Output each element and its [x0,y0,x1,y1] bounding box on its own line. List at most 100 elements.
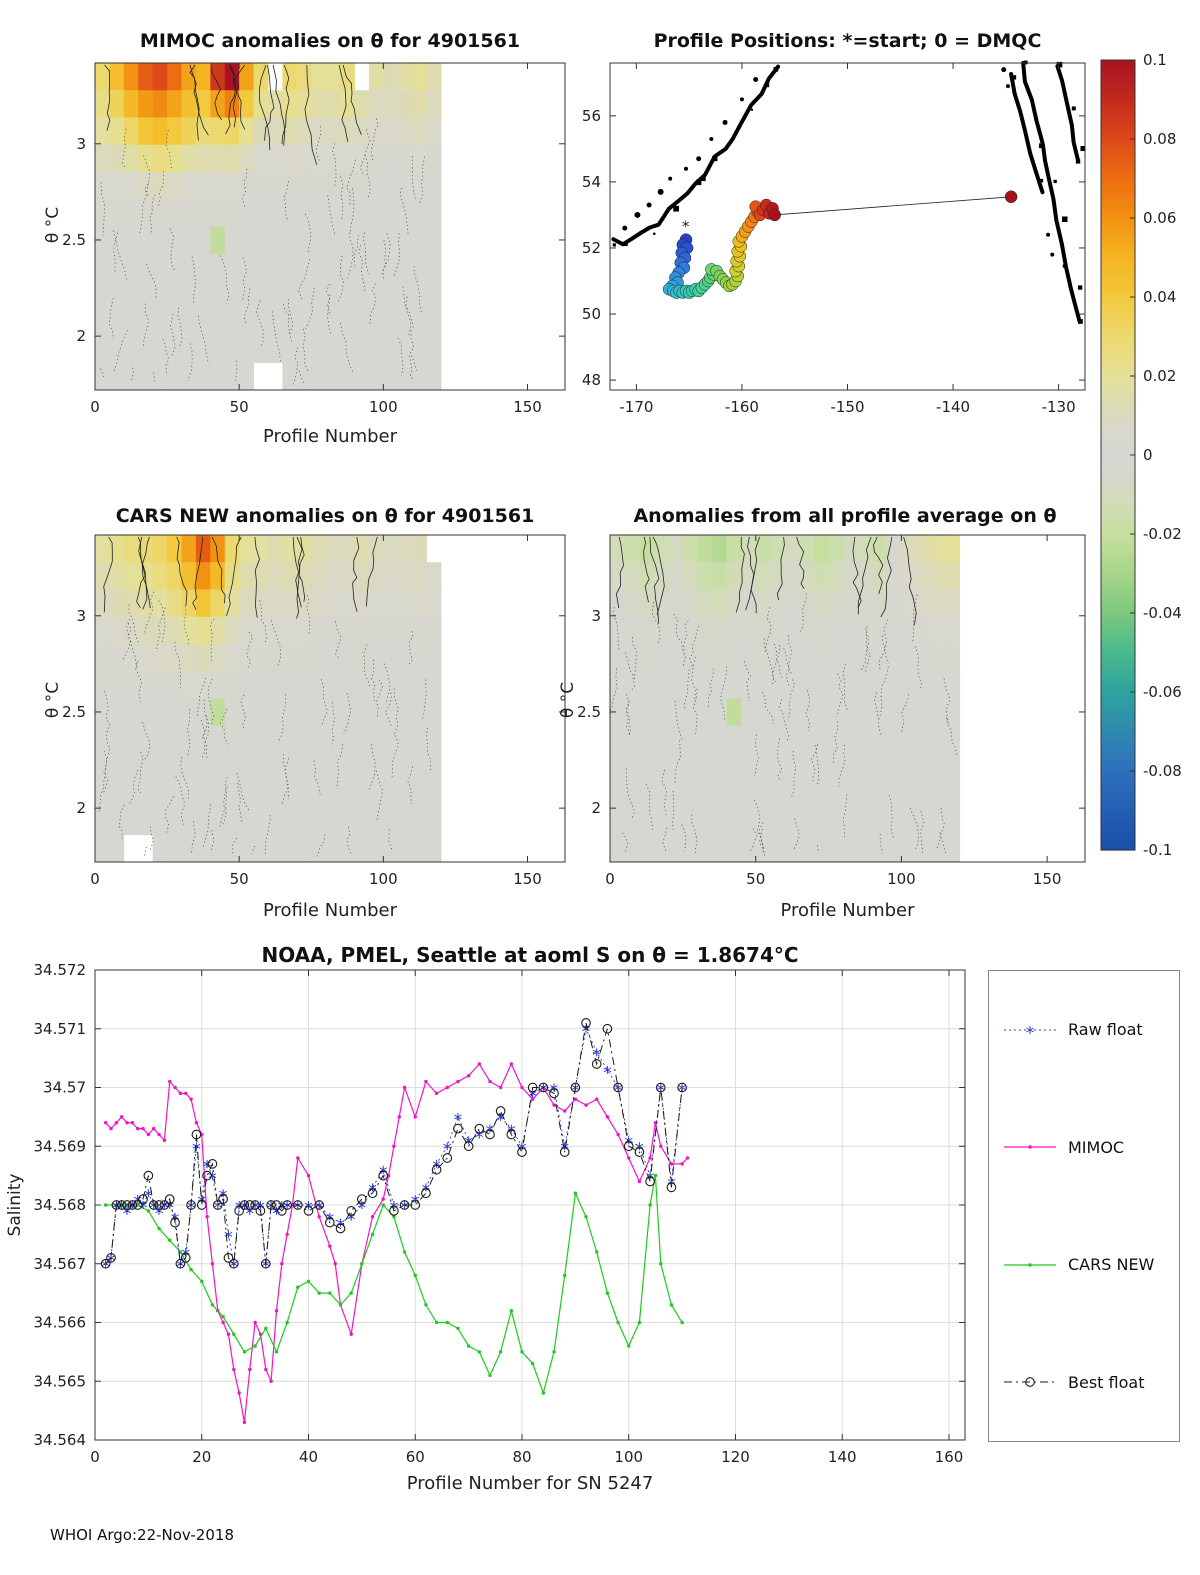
mimoc-heatmap-xlabel: Profile Number [263,426,397,447]
allprofile-heatmap-figure: 0 50 100 150 2 2.5 3 Anomalies from all profil… [545,480,1125,940]
legend-entry-raw-float: Raw float [989,1019,1179,1041]
cars-new-anomalies-canvas: 0 50 100 150 2 2.5 3 [62,534,566,888]
all-profile-average-anomalies-canvas: 0 50 100 150 2 2.5 3 [577,534,1086,888]
cars-heatmap-canvas-holder: 0 50 100 150 2 2.5 3 [30,480,610,944]
svg-text:2.5: 2.5 [62,231,86,249]
svg-text:2.5: 2.5 [577,703,601,721]
svg-text:50: 50 [582,305,601,323]
svg-text:20: 20 [192,1448,211,1466]
salinity-ylabel: Salinity [5,1173,25,1237]
svg-text:100: 100 [614,1448,643,1466]
svg-text:50: 50 [230,398,249,416]
svg-text:100: 100 [887,870,916,888]
mimoc-heatmap-canvas-holder: 0 50 100 150 2 2.5 3 [30,10,610,474]
svg-text:0.02: 0.02 [1143,367,1176,385]
svg-text:2: 2 [76,327,86,345]
cars-heatmap-title: CARS NEW anomalies on θ for 4901561 [115,505,535,527]
series-line-mimoc [105,1062,688,1423]
svg-text:0.08: 0.08 [1143,130,1176,148]
svg-text:80: 80 [512,1448,531,1466]
salinity-xlabel: Profile Number for SN 5247 [406,1473,654,1494]
colorbar-figure: 0.1 0.08 0.06 0.04 0.02 0 -0.02 -0.04 -0.06 -0.08… [1085,10,1200,870]
legend-label-mimoc: MIMOC [1068,1137,1125,1157]
profile-positions-map-canvas: * -170 -160 -150 -140 -130 48 50 52 54 56 [582,60,1086,416]
svg-text:56: 56 [582,107,601,125]
svg-text:40: 40 [299,1448,318,1466]
svg-text:34.566: 34.566 [34,1314,87,1332]
svg-text:-0.08: -0.08 [1143,762,1182,780]
legend-label-best-float: Best float [1068,1372,1145,1392]
svg-text:34.568: 34.568 [34,1196,87,1214]
svg-text:140: 140 [828,1448,857,1466]
mimoc-anomalies-canvas: 0 50 100 150 2 2.5 3 [62,62,566,416]
allprofile-heatmap-xlabel: Profile Number [780,900,915,921]
legend-entry-mimoc: MIMOC [989,1136,1179,1158]
allprofile-heatmap-ylabel: θ °C [558,681,578,719]
allprofile-heatmap-title: Anomalies from all profile average on θ [633,505,1057,527]
svg-text:48: 48 [582,371,601,389]
svg-text:150: 150 [1033,870,1062,888]
svg-text:54: 54 [582,173,601,191]
colorbar-canvas-holder: 0.1 0.08 0.06 0.04 0.02 0 -0.02 -0.04 -0.06 -0.08… [1085,10,1200,874]
start-asterisk-marker: * [682,218,690,236]
svg-text:34.57: 34.57 [43,1079,86,1097]
salinity-comparison-canvas: 0 20 40 60 80 100 120 140 160 34.564 34.565 34.566 3… [34,961,966,1466]
mimoc-heatmap-ylabel: θ °C [43,206,63,244]
svg-text:34.565: 34.565 [34,1372,87,1390]
svg-text:-170: -170 [619,398,653,416]
svg-text:50: 50 [230,870,249,888]
map-title: Profile Positions: *=start; 0 = DMQC [653,30,1042,52]
legend-entry-cars-new: CARS NEW [989,1254,1179,1276]
mimoc-heatmap-figure: 0 50 100 150 2 2.5 3 MIMOC anomalies on θ for … [30,10,610,470]
salinity-line-figure: 0 20 40 60 80 100 120 140 160 34.564 34.565 34.566 3… [5,935,1200,1510]
svg-text:2.5: 2.5 [62,703,86,721]
svg-text:120: 120 [721,1448,750,1466]
svg-text:160: 160 [935,1448,964,1466]
legend-entry-best-float: Best float [989,1371,1179,1393]
svg-text:3: 3 [591,607,601,625]
svg-text:0: 0 [605,870,615,888]
salinity-title: NOAA, PMEL, Seattle at aoml S on θ = 1.8… [261,943,799,967]
legend-sample-cars-new [1004,1263,1056,1267]
legend-label-raw-float: Raw float [1068,1020,1143,1040]
legend-sample-raw-float [1004,1025,1056,1034]
svg-text:0: 0 [90,398,100,416]
svg-text:34.564: 34.564 [34,1431,87,1449]
legend-sample-mimoc [1004,1145,1056,1149]
svg-text:2: 2 [591,799,601,817]
svg-text:0: 0 [90,870,100,888]
footer-timestamp: WHOI Argo:22-Nov-2018 [50,1526,234,1544]
svg-text:-0.1: -0.1 [1143,841,1172,859]
cars-heatmap-figure: 0 50 100 150 2 2.5 3 CARS NEW anomalies on θ f… [30,480,610,940]
svg-text:100: 100 [369,398,398,416]
salinity-canvas-holder: 0 20 40 60 80 100 120 140 160 34.564 34.565 34.566 3… [10,935,1200,1514]
series-line-raw-float [105,1027,683,1266]
cars-heatmap-xlabel: Profile Number [263,900,397,921]
svg-text:0: 0 [90,1448,100,1466]
svg-text:-130: -130 [1042,398,1076,416]
mimoc-heatmap-title: MIMOC anomalies on θ for 4901561 [139,30,521,52]
cars-heatmap-ylabel: θ °C [43,681,63,719]
svg-text:100: 100 [369,870,398,888]
svg-text:-0.04: -0.04 [1143,604,1182,622]
svg-text:60: 60 [406,1448,425,1466]
svg-text:-0.06: -0.06 [1143,683,1182,701]
svg-text:0.04: 0.04 [1143,288,1176,306]
svg-text:150: 150 [513,398,542,416]
svg-text:0: 0 [1143,446,1153,464]
legend-sample-best-float [1004,1377,1056,1388]
svg-text:34.572: 34.572 [34,961,87,979]
svg-text:0.06: 0.06 [1143,209,1176,227]
allprofile-heatmap-canvas-holder: 0 50 100 150 2 2.5 3 [545,480,1125,944]
profile-positions-map-figure: * -170 -160 -150 -140 -130 48 50 52 54 56 Profile … [545,10,1125,470]
svg-text:-0.02: -0.02 [1143,525,1182,543]
svg-text:3: 3 [76,135,86,153]
svg-text:34.571: 34.571 [34,1020,87,1038]
anomaly-colorbar-canvas: 0.1 0.08 0.06 0.04 0.02 0 -0.02 -0.04 -0.06 -0.08… [1100,51,1182,859]
svg-text:0.1: 0.1 [1143,51,1167,69]
svg-text:52: 52 [582,239,601,257]
svg-text:-160: -160 [725,398,759,416]
svg-text:3: 3 [76,607,86,625]
svg-text:-140: -140 [936,398,970,416]
